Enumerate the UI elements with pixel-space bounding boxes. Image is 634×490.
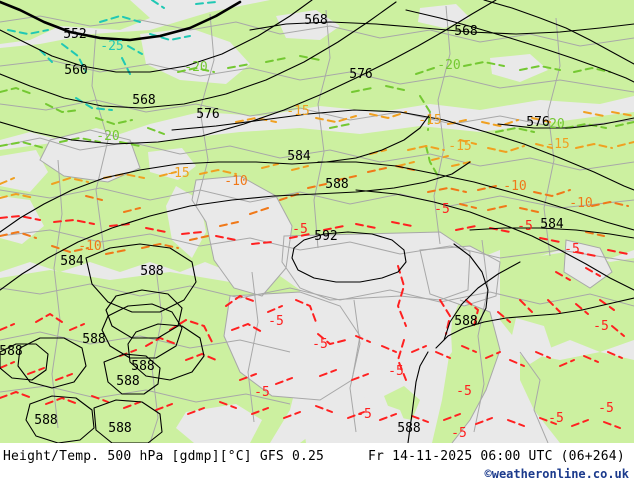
copyright-label: ©weatheronline.co.uk (484, 467, 630, 481)
height-contour-label: 588 (397, 421, 420, 436)
height-labels: 5525525605605685685765765685685685685765… (0, 13, 564, 436)
height-contour-label: 588 (325, 177, 348, 192)
height-contour-label: 588 (140, 264, 163, 279)
temperature-contour-label: -20 (541, 117, 564, 132)
temperature-contour-label: -20 (96, 129, 119, 144)
temperature-contour-label: -15 (448, 139, 471, 154)
height-contour-label: 588 (131, 359, 154, 374)
caption-right: Fr 14-11-2025 06:00 UTC (06+264) (368, 449, 625, 464)
temperature-contour-label: -5 (312, 337, 328, 352)
temperature-contour-label: -5 (451, 426, 467, 441)
height-contour-label: 576 (196, 107, 219, 122)
height-contour-label: 588 (34, 413, 57, 428)
height-contour-label: 568 (132, 93, 155, 108)
temperature-contour-label: -5 (564, 242, 580, 257)
height-contour-label: 576 (349, 67, 372, 82)
temperature-contour-label: -5 (356, 407, 372, 422)
height-contour-label: 576 (526, 115, 549, 130)
height-contour-label: 588 (108, 421, 131, 436)
height-contour-label: 568 (454, 24, 477, 39)
height-contour-layer (0, 0, 634, 443)
temp-contour-minus5 (0, 214, 629, 429)
contour-map-svg[interactable]: -25-25-20-20-20-20-20-20-20-20-15-15-15-… (0, 0, 634, 443)
temperature-contour-label: -5 (388, 364, 404, 379)
temperature-contour-label: -15 (166, 166, 189, 181)
height-contour-label: 560 (64, 63, 87, 78)
height-contour-label: 588 (82, 332, 105, 347)
height-contour-label: 584 (287, 149, 311, 164)
temperature-contour-label: -20 (437, 58, 460, 73)
temperature-contour-label: -5 (593, 319, 609, 334)
map-footer: Height/Temp. 500 hPa [gdmp][°C] GFS 0.25… (0, 443, 634, 490)
land-layer (0, 0, 634, 443)
height-contour-label: 588 (116, 374, 139, 389)
temperature-contour-label: -10 (224, 174, 247, 189)
temperature-contour-label: -15 (286, 104, 309, 119)
temperature-contour-label: -15 (546, 137, 569, 152)
temperature-labels: -25-25-20-20-20-20-20-20-20-20-15-15-15-… (78, 39, 614, 441)
height-contour-label: 584 (540, 217, 564, 232)
temperature-contour-label: -10 (78, 239, 101, 254)
height-contour-label: 592 (314, 229, 337, 244)
height-contour-label: 588 (0, 344, 23, 359)
temperature-contour-label: -10 (569, 196, 592, 211)
temperature-contour-label: -5 (598, 401, 614, 416)
map-canvas[interactable]: -25-25-20-20-20-20-20-20-20-20-15-15-15-… (0, 0, 634, 443)
temperature-contour-label: -5 (254, 385, 270, 400)
temperature-contour-label: -5 (434, 202, 450, 217)
height-contour-label: 588 (454, 314, 477, 329)
temperature-contour-label: -5 (548, 411, 564, 426)
height-contour-label: 552 (63, 27, 86, 42)
height-contour-label: 568 (304, 13, 327, 28)
country-borders-layer (0, 5, 634, 443)
temperature-contour-label: -20 (184, 60, 207, 75)
height-contour-label: 584 (60, 254, 84, 269)
caption-left: Height/Temp. 500 hPa [gdmp][°C] GFS 0.25 (3, 449, 325, 464)
temperature-contour-label: -10 (503, 179, 526, 194)
temperature-contour-label: -5 (292, 222, 308, 237)
temperature-contour-label: -15 (418, 113, 441, 128)
temperature-contour-label: -5 (517, 219, 533, 234)
temp-contour-minus20 (0, 55, 634, 177)
temperature-contour-label: -5 (456, 384, 472, 399)
temperature-contour-label: -25 (100, 39, 123, 54)
temperature-contour-label: -5 (268, 314, 284, 329)
